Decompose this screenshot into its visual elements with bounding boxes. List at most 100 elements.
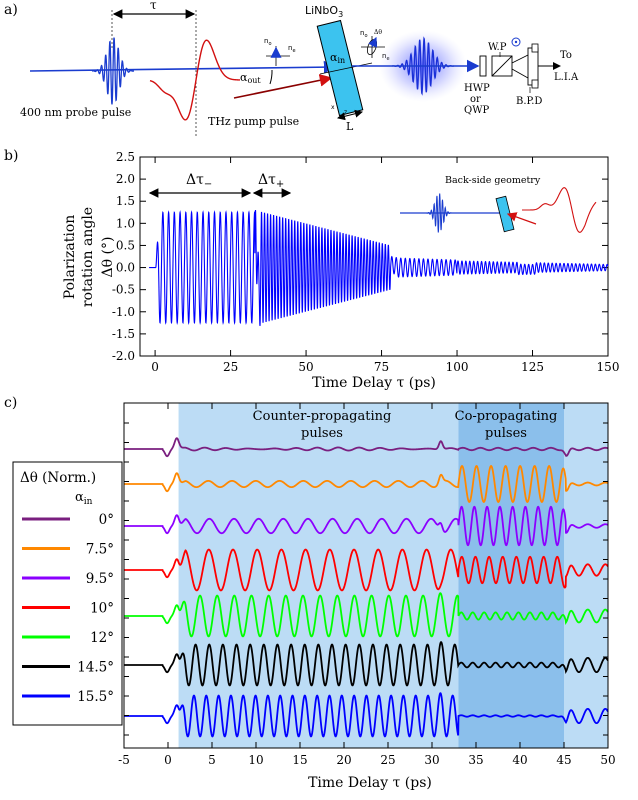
legend-label: 14.5° xyxy=(77,660,114,676)
panel-b-ytick-label: 0.0 xyxy=(116,261,135,275)
wollaston-diagonal xyxy=(491,55,513,77)
panel-c-xtick-label: 20 xyxy=(336,753,351,767)
waveplate xyxy=(479,55,487,77)
panel-a-label: a) xyxy=(4,2,18,18)
counter-region-label-1: Counter-propagating xyxy=(253,409,392,424)
panel-b-ytick-label: 1.5 xyxy=(116,194,135,208)
legend-subtitle: αin xyxy=(75,490,93,507)
tau-label: τ xyxy=(150,0,157,12)
to-label: To xyxy=(560,50,572,61)
panel-c-axes: -5 0 5 10 15 20 25 30 35 40 45 50 xyxy=(118,403,616,767)
n-e-label: ne xyxy=(288,44,296,54)
probe-pulse xyxy=(91,37,135,105)
legend-label: 10° xyxy=(90,601,114,617)
wp-out-1 xyxy=(511,54,529,64)
panel-c-xtick-label: 5 xyxy=(208,753,216,767)
co-region-label-1: Co-propagating xyxy=(455,409,558,424)
panel-c-xtick-label: 25 xyxy=(380,753,395,767)
legend-label: 0° xyxy=(99,512,114,528)
panel-c-trace xyxy=(124,692,609,738)
bpd-label: B.P.D xyxy=(516,96,542,107)
inset-thz-beam xyxy=(506,212,537,225)
dtau-minus-label: Δτ− xyxy=(186,172,212,190)
delta-theta-a-label: Δθ xyxy=(374,29,382,36)
probe-beam xyxy=(29,60,337,74)
thz-pump-pulse xyxy=(149,39,241,121)
hwp-label: HWP xyxy=(464,83,490,94)
panel-c-label: c) xyxy=(4,395,17,411)
panel-b-ylabel-3: Δθ (°) xyxy=(100,237,116,278)
index-axes-before: no ne xyxy=(264,37,296,66)
x-axis-label: x xyxy=(331,104,335,111)
panel-c-xtick-label: 10 xyxy=(248,753,263,767)
inset-label: Back-side geometry xyxy=(445,175,541,186)
panel-b-ytick-label: 0.5 xyxy=(116,238,135,252)
legend-label: 7.5° xyxy=(86,542,114,558)
legend-entries: 0° 7.5° 9.5° 10° 12° 14.5° 15.5° xyxy=(22,512,114,705)
panel-c-trace xyxy=(124,437,609,458)
wp-out-2 xyxy=(511,68,529,79)
panel-b-xtick-label: 25 xyxy=(223,360,238,374)
alpha-out-label: αout xyxy=(240,71,261,85)
panel-b-xtick-label: 0 xyxy=(151,360,159,374)
inset-probe-pulse xyxy=(425,193,453,233)
panel-b-ytick-label: 2.0 xyxy=(116,172,135,186)
panel-c-trace xyxy=(124,592,609,638)
panel-c-xtick-label: 50 xyxy=(600,753,615,767)
linbo3-crystal xyxy=(316,19,364,117)
panel-c-xtick-label: 40 xyxy=(512,753,527,767)
inset-thz-pulse xyxy=(522,187,597,233)
alpha-out-arc xyxy=(269,69,273,85)
panel-b-xtick-label: 150 xyxy=(597,360,620,374)
panel-c-trace xyxy=(124,641,609,687)
crystal-normal xyxy=(319,62,373,75)
panel-b-xlabel: Time Delay τ (ps) xyxy=(312,375,436,391)
polarization-dot-center xyxy=(514,40,518,44)
panel-b-frame xyxy=(139,156,609,357)
panel-c-traces xyxy=(124,437,609,738)
panel-c-xtick-label: 15 xyxy=(292,753,307,767)
panel-c-xtick-label: 35 xyxy=(468,753,483,767)
panel-c-xtick-label: -5 xyxy=(118,753,130,767)
panel-c-trace xyxy=(124,505,609,547)
probe-label: 400 nm probe pulse xyxy=(20,106,131,119)
legend-label: 9.5° xyxy=(86,571,114,587)
panel-c: c) -5 0 5 10 15 20 25 30 35 40 45 50 Time Delay τ (… xyxy=(4,395,616,791)
or-label: or xyxy=(470,94,481,105)
panel-b-xtick-label: 75 xyxy=(374,360,389,374)
panel-b-ytick-label: 2.5 xyxy=(116,150,135,164)
panel-b-xtick-label: 100 xyxy=(446,360,469,374)
alpha-in-label: αin xyxy=(330,51,345,65)
legend-title: Δθ (Norm.) xyxy=(20,470,96,486)
panel-c-trace xyxy=(124,548,609,592)
inset-crystal xyxy=(495,195,515,233)
panel-a: a) τ 400 nm probe pulse THz pump pulse α… xyxy=(4,0,579,138)
length-label: L xyxy=(346,120,354,133)
panel-b-axes: 0 25 50 75 100 125 150 2.5 2.0 1.5 1.0 0.5 0.0 -0.5 -1… xyxy=(112,150,620,374)
panel-b-ytick-label: 1.0 xyxy=(116,216,135,230)
length-arrow xyxy=(337,109,363,121)
legend-label: 12° xyxy=(90,630,114,646)
n-o-after-label: no xyxy=(360,29,368,39)
panel-b-ytick-label: -1.0 xyxy=(112,305,135,319)
panel-b-xtick-label: 50 xyxy=(298,360,313,374)
bpd-top xyxy=(531,43,539,53)
panel-b-ytick-label: -0.5 xyxy=(112,283,135,297)
counter-region-label-2: pulses xyxy=(301,426,343,441)
panel-b-label: b) xyxy=(4,148,18,164)
legend-box xyxy=(12,461,123,726)
wp-label: W.P xyxy=(488,42,507,53)
panel-b-ytick-label: -1.5 xyxy=(112,327,135,341)
dtau-plus-label: Δτ+ xyxy=(258,172,284,190)
panel-c-xtick-label: 45 xyxy=(556,753,571,767)
pump-label: THz pump pulse xyxy=(208,115,299,128)
panel-c-trace xyxy=(124,465,609,503)
panel-b-ylabel-2: rotation angle xyxy=(80,207,96,307)
bpd-bottom xyxy=(531,79,539,89)
panel-b-ylabel-1: Polarization xyxy=(62,215,78,300)
panel-b-ytick-label: -2.0 xyxy=(112,349,135,363)
co-region-label-2: pulses xyxy=(485,426,527,441)
thz-beam xyxy=(233,73,333,99)
crystal-label: LiNbO3 xyxy=(305,4,343,19)
